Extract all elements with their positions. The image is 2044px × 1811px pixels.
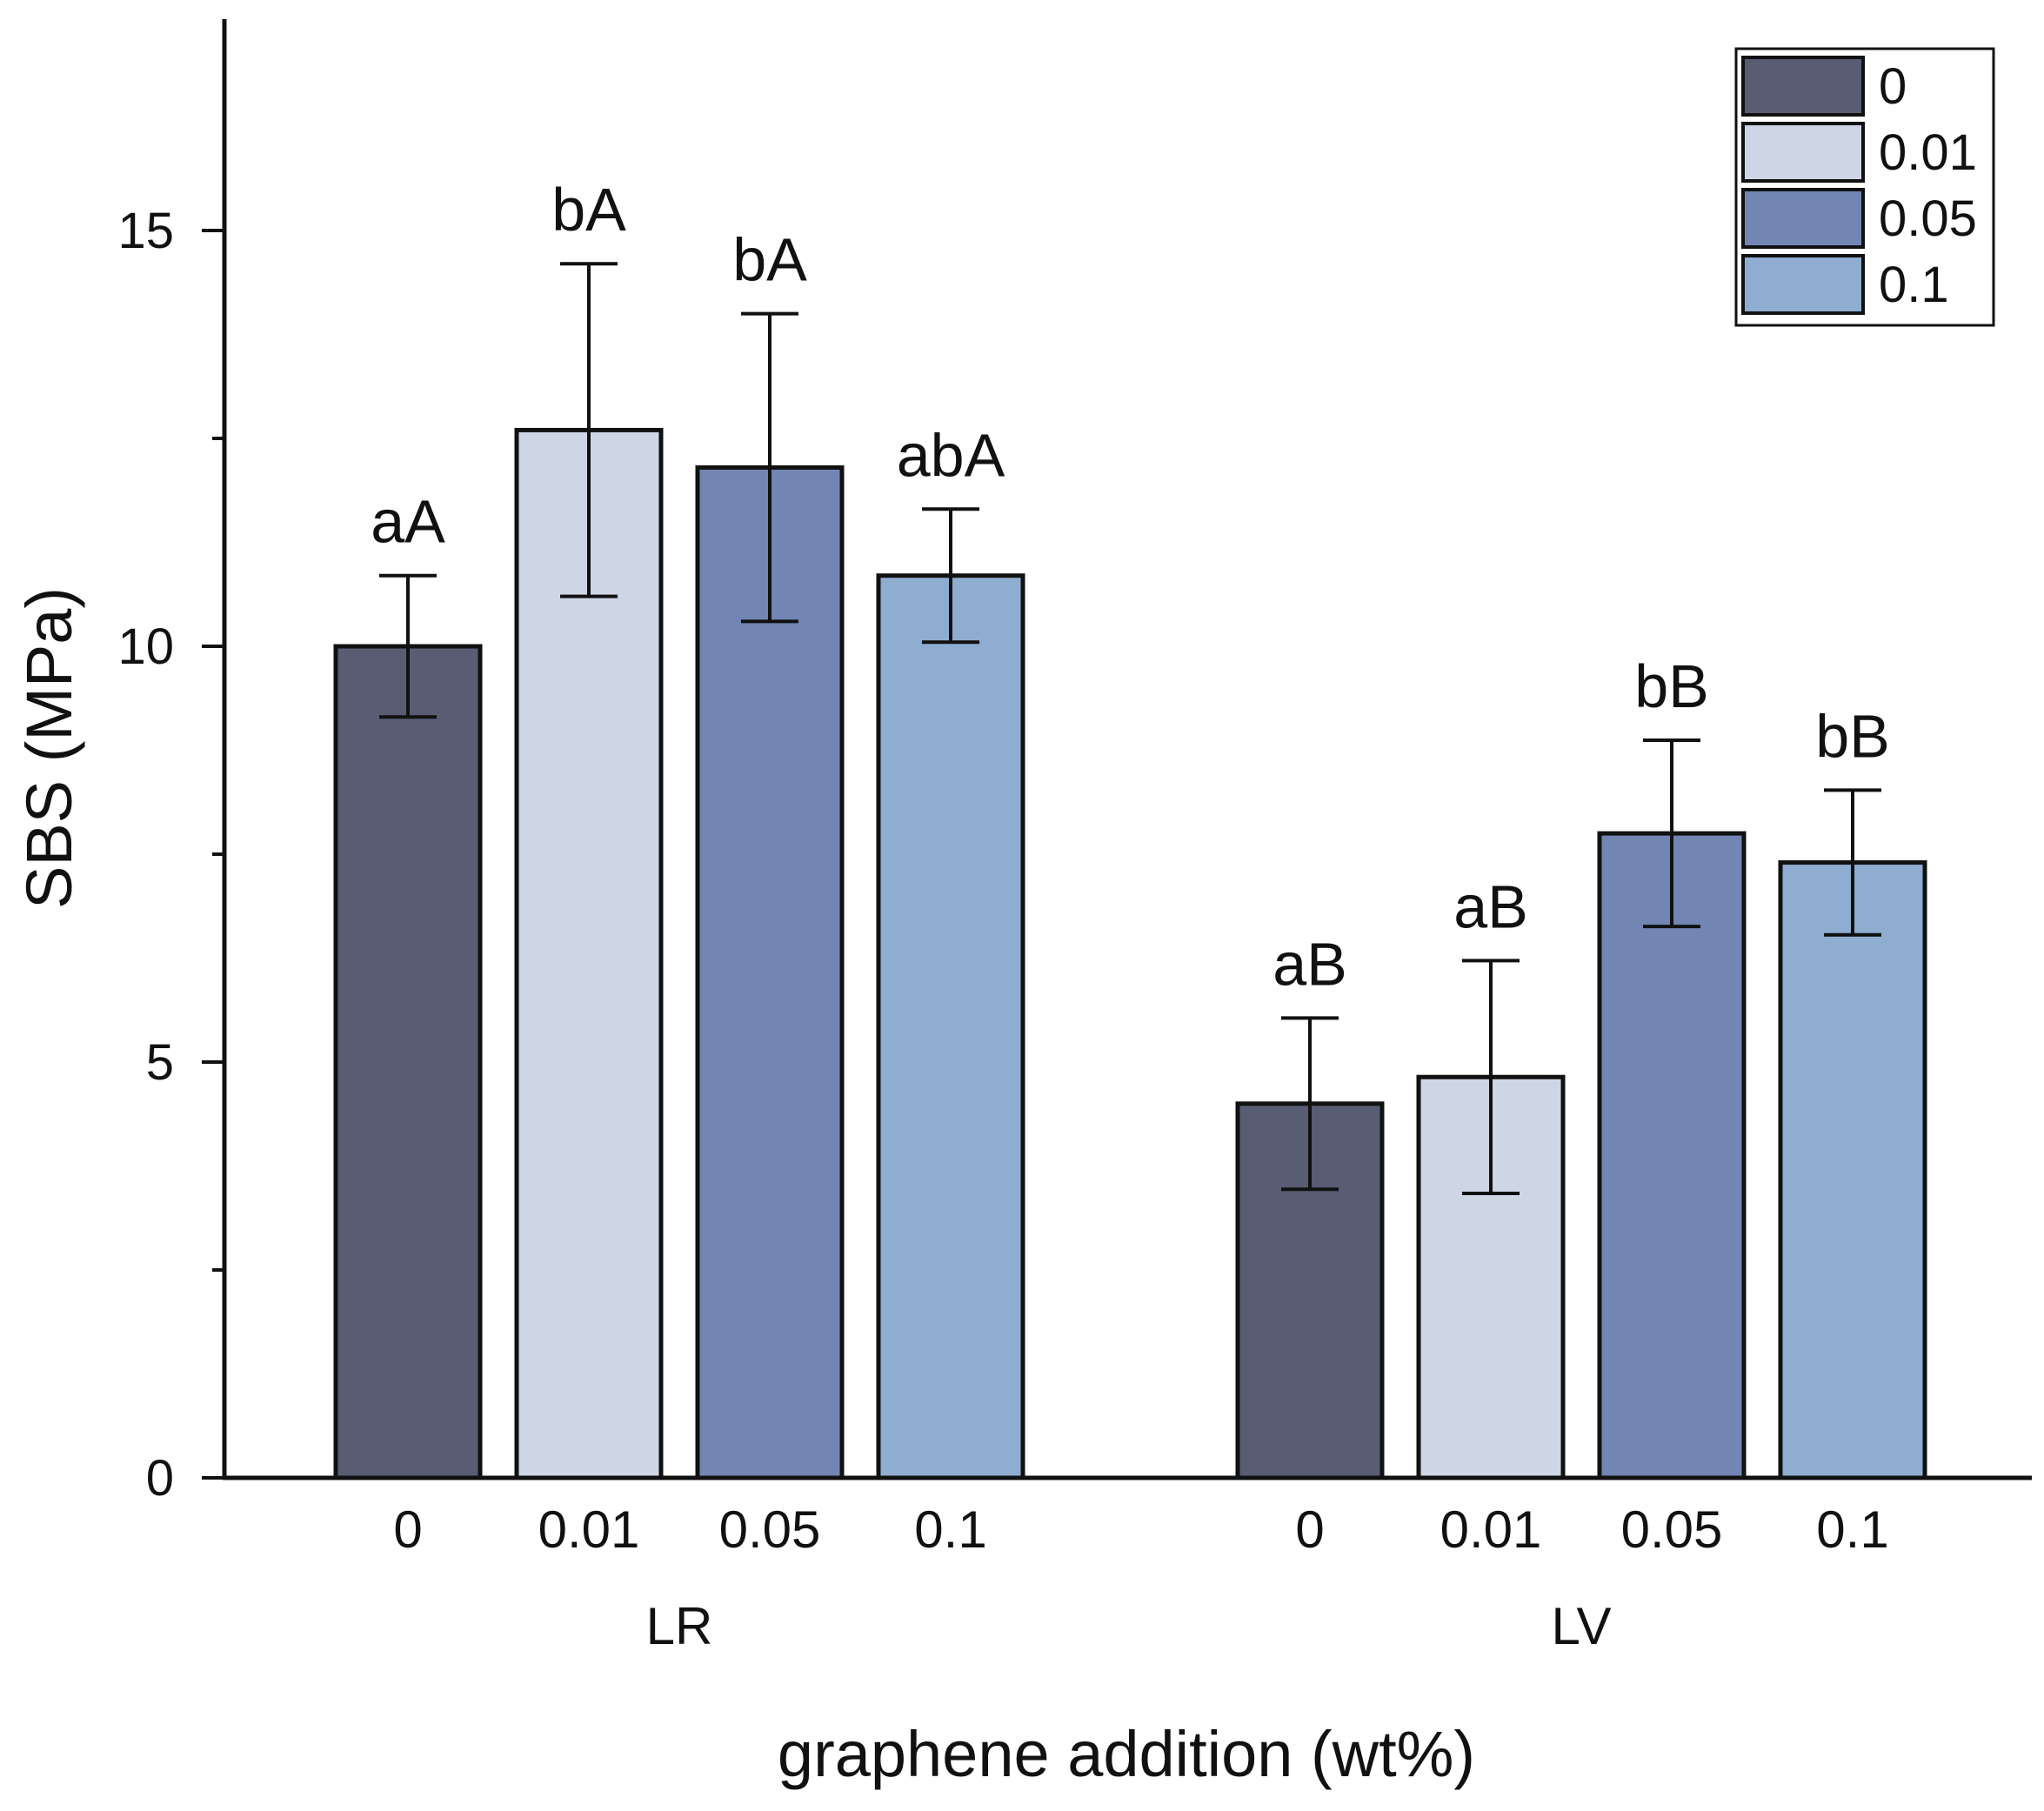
bar-LR-0 — [333, 644, 483, 1480]
axes — [222, 19, 2032, 1480]
x-category-label: 0.01 — [538, 1500, 640, 1559]
y-tick-label: 0 — [146, 1450, 174, 1507]
significance-label: aA — [371, 488, 445, 556]
significance-label: bA — [551, 176, 626, 244]
significance-label: bB — [1815, 702, 1890, 770]
x-category-label: 0 — [393, 1500, 422, 1559]
error-bars-layer — [379, 262, 1881, 1196]
x-category-label: 0 — [1295, 1500, 1324, 1559]
significance-label: bA — [732, 226, 807, 294]
significance-label: abA — [897, 421, 1005, 489]
x-category-label: 0.05 — [719, 1500, 821, 1559]
x-group-label-LR: LR — [646, 1597, 713, 1655]
bar-LV-0.01 — [1416, 1074, 1566, 1480]
x-axis-title: graphene addition (wt%) — [778, 1718, 1475, 1790]
y-ticks: 0 5 10 15 — [117, 203, 224, 1507]
legend-swatch-0.05 — [1741, 188, 1865, 249]
legend-label: 0.1 — [1879, 257, 1949, 313]
legend-swatch-0.1 — [1741, 254, 1865, 315]
bar-LV-0.1 — [1778, 860, 1927, 1480]
significance-label: aB — [1272, 930, 1347, 998]
x-category-label: 0.1 — [914, 1500, 986, 1559]
y-tick-label: 5 — [146, 1034, 174, 1091]
x-category-label: 0.01 — [1440, 1500, 1542, 1559]
y-tick-label: 15 — [117, 203, 174, 259]
significance-labels-layer: aA bA bA abA aB aB bB bB — [371, 176, 1890, 998]
bar-LV-0.05 — [1597, 831, 1747, 1480]
x-category-label: 0.05 — [1621, 1500, 1723, 1559]
y-tick-label: 10 — [117, 618, 174, 675]
bar-LR-0.1 — [876, 573, 1025, 1480]
legend: 0 0.01 0.05 0.1 — [1734, 47, 1995, 327]
legend-swatch-0.01 — [1741, 122, 1865, 183]
x-category-labels: 0 0.01 0.05 0.1 LR 0 0.01 0.05 0.1 LV — [393, 1500, 1888, 1655]
significance-label: bB — [1634, 652, 1709, 720]
legend-swatch-0 — [1741, 56, 1865, 117]
bars-layer — [333, 427, 1927, 1480]
bar-LR-0.01 — [514, 427, 664, 1480]
legend-label: 0.01 — [1879, 124, 1977, 181]
x-category-label: 0.1 — [1816, 1500, 1888, 1559]
legend-label: 0.05 — [1879, 190, 1977, 247]
significance-label: aB — [1453, 872, 1528, 940]
bar-LR-0.05 — [695, 464, 845, 1480]
y-axis-title: SBS (MPa) — [13, 587, 85, 909]
legend-label: 0 — [1879, 58, 1907, 115]
x-group-label-LV: LV — [1552, 1597, 1612, 1655]
